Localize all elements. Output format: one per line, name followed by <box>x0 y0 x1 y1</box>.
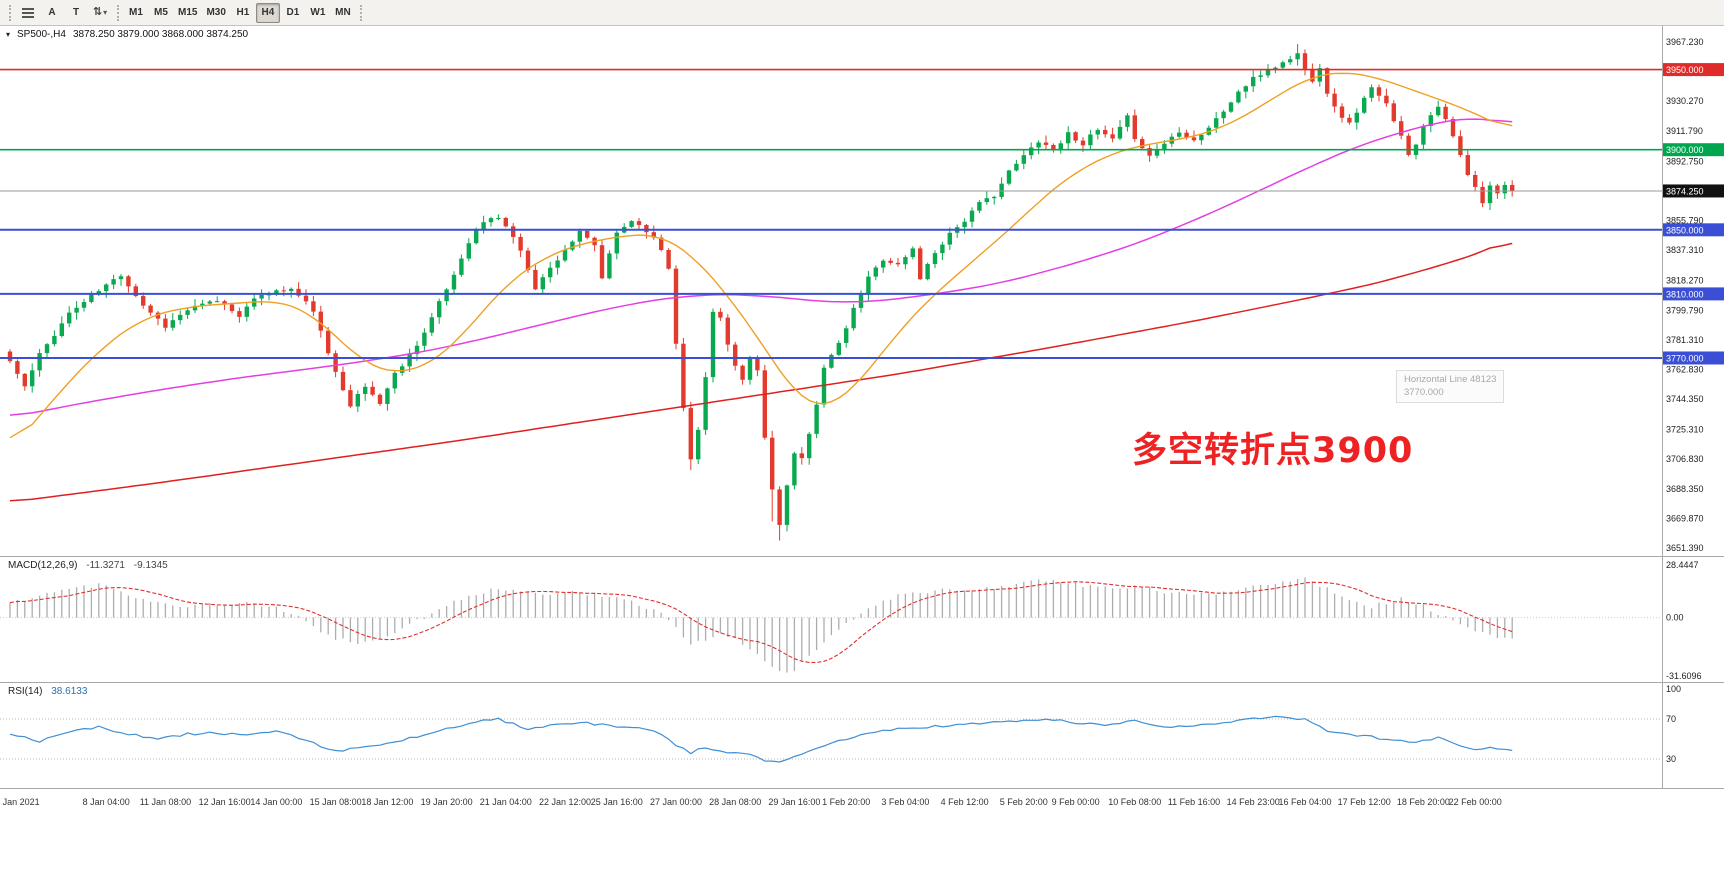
svg-text:18 Feb 20:00: 18 Feb 20:00 <box>1397 797 1450 807</box>
timeframe-button-h1[interactable]: H1 <box>236 7 250 18</box>
svg-text:3810.000: 3810.000 <box>1666 289 1704 299</box>
tooltip-line2: 3770.000 <box>1404 387 1444 399</box>
svg-text:6 Jan 2021: 6 Jan 2021 <box>0 797 40 807</box>
line-style-dropdown[interactable]: ⇅ ▾ <box>88 3 112 23</box>
text-label-button[interactable]: A <box>40 3 64 23</box>
rsi-indicator-header: RSI(14) 38.6133 <box>8 686 87 697</box>
svg-text:9 Feb 00:00: 9 Feb 00:00 <box>1052 797 1100 807</box>
svg-text:11 Feb 16:00: 11 Feb 16:00 <box>1168 797 1220 807</box>
svg-text:17 Feb 12:00: 17 Feb 12:00 <box>1338 797 1391 807</box>
annotation-text[interactable]: 多空转折点3900 <box>1132 431 1414 471</box>
macd-signal-value: -9.1345 <box>133 560 168 571</box>
svg-text:15 Jan 08:00: 15 Jan 08:00 <box>310 797 362 807</box>
text-tool-button[interactable]: T <box>64 3 88 23</box>
svg-text:-31.6096: -31.6096 <box>1666 671 1702 681</box>
svg-text:3855.790: 3855.790 <box>1666 216 1704 226</box>
timeframe-button-h4[interactable]: H4 <box>255 2 280 23</box>
macd-label: MACD(12,26,9) <box>8 560 78 571</box>
symbol-collapse-icon[interactable]: ▾ <box>6 30 11 39</box>
svg-text:10 Feb 08:00: 10 Feb 08:00 <box>1108 797 1161 807</box>
svg-text:12 Jan 16:00: 12 Jan 16:00 <box>199 797 251 807</box>
svg-text:21 Jan 04:00: 21 Jan 04:00 <box>480 797 532 807</box>
svg-text:3911.790: 3911.790 <box>1666 126 1703 136</box>
timeframe-button-m5[interactable]: M5 <box>154 7 168 18</box>
chart-region[interactable]: 3950.000 3900.000 3850.000 3810.000 3770.000… <box>0 26 1724 894</box>
arrows-icon: ⇅ <box>92 6 103 18</box>
svg-text:70: 70 <box>1666 714 1676 724</box>
svg-text:3706.830: 3706.830 <box>1666 454 1704 464</box>
svg-text:3762.830: 3762.830 <box>1666 364 1704 374</box>
letter-t-icon: T <box>72 7 80 18</box>
toolbar-grip[interactable] <box>359 4 362 21</box>
svg-text:14 Feb 23:00: 14 Feb 23:00 <box>1227 797 1280 807</box>
svg-text:3725.310: 3725.310 <box>1666 425 1704 435</box>
svg-text:11 Jan 08:00: 11 Jan 08:00 <box>140 797 191 807</box>
svg-text:29 Jan 16:00: 29 Jan 16:00 <box>768 797 820 807</box>
svg-text:3744.350: 3744.350 <box>1666 394 1704 404</box>
svg-text:3930.270: 3930.270 <box>1666 96 1704 106</box>
svg-text:28.4447: 28.4447 <box>1666 560 1699 570</box>
svg-text:3874.250: 3874.250 <box>1666 186 1704 196</box>
svg-text:25 Jan 16:00: 25 Jan 16:00 <box>591 797 643 807</box>
svg-text:22 Jan 12:00: 22 Jan 12:00 <box>539 797 591 807</box>
svg-text:16 Feb 04:00: 16 Feb 04:00 <box>1278 797 1331 807</box>
macd-value: -11.3271 <box>86 560 125 571</box>
svg-text:1 Feb 20:00: 1 Feb 20:00 <box>822 797 870 807</box>
list-icon <box>22 7 34 18</box>
top-toolbar: A T ⇅ ▾ M1 M5 M15 M30 H1 H4 D1 W1 MN <box>0 0 1724 26</box>
svg-text:5 Feb 20:00: 5 Feb 20:00 <box>1000 797 1048 807</box>
chart-canvas[interactable]: 3950.000 3900.000 3850.000 3810.000 3770.000… <box>0 26 1724 894</box>
svg-text:3669.870: 3669.870 <box>1666 513 1704 523</box>
svg-text:28 Jan 08:00: 28 Jan 08:00 <box>709 797 761 807</box>
svg-text:30: 30 <box>1666 754 1676 764</box>
hline-object-tooltip: Horizontal Line 48123 3770.000 <box>1396 370 1505 403</box>
svg-text:3892.750: 3892.750 <box>1666 156 1704 166</box>
timeframe-button-mn[interactable]: MN <box>335 7 351 18</box>
toolbar-grip[interactable] <box>117 4 119 21</box>
timeframe-button-m1[interactable]: M1 <box>129 7 143 18</box>
svg-text:8 Jan 04:00: 8 Jan 04:00 <box>83 797 130 807</box>
svg-text:0.00: 0.00 <box>1666 613 1684 623</box>
svg-text:100: 100 <box>1666 684 1681 694</box>
svg-text:3818.270: 3818.270 <box>1666 276 1704 286</box>
rsi-label: RSI(14) <box>8 686 43 697</box>
svg-text:3850.000: 3850.000 <box>1666 225 1704 235</box>
svg-text:3950.000: 3950.000 <box>1666 65 1704 75</box>
svg-text:3651.390: 3651.390 <box>1666 543 1704 553</box>
svg-text:19 Jan 20:00: 19 Jan 20:00 <box>421 797 473 807</box>
timeframe-button-m30[interactable]: M30 <box>206 7 226 18</box>
macd-indicator-header: MACD(12,26,9) -11.3271 -9.1345 <box>8 560 168 571</box>
rsi-value: 38.6133 <box>51 686 88 697</box>
svg-text:3688.350: 3688.350 <box>1666 484 1704 494</box>
timeframe-toolbar: M1 M5 M15 M30 H1 H4 D1 W1 MN <box>124 2 355 23</box>
svg-text:3770.000: 3770.000 <box>1666 353 1704 363</box>
tooltip-line1: Horizontal Line 48123 <box>1404 374 1497 385</box>
toolbar-grip[interactable] <box>9 4 11 21</box>
svg-text:22 Feb 00:00: 22 Feb 00:00 <box>1449 797 1502 807</box>
quotes-list-button[interactable] <box>16 3 40 23</box>
timeframe-button-w1[interactable]: W1 <box>310 7 326 18</box>
svg-text:3837.310: 3837.310 <box>1666 245 1704 255</box>
svg-text:18 Jan 12:00: 18 Jan 12:00 <box>361 797 413 807</box>
svg-text:3900.000: 3900.000 <box>1666 145 1704 155</box>
chart-symbol-title: ▾ SP500-,H4 3878.250 3879.000 3868.000 3… <box>6 29 248 40</box>
svg-text:3781.310: 3781.310 <box>1666 335 1704 345</box>
svg-text:3967.230: 3967.230 <box>1666 37 1704 47</box>
svg-text:14 Jan 00:00: 14 Jan 00:00 <box>250 797 302 807</box>
ohlc-values: 3878.250 3879.000 3868.000 3874.250 <box>72 29 249 40</box>
timeframe-button-m15[interactable]: M15 <box>178 7 198 18</box>
chevron-down-icon: ▾ <box>103 8 108 17</box>
svg-text:3799.790: 3799.790 <box>1666 305 1704 315</box>
symbol-name: SP500-,H4 <box>17 29 66 40</box>
letter-a-icon: A <box>48 7 56 18</box>
svg-text:27 Jan 00:00: 27 Jan 00:00 <box>650 797 702 807</box>
svg-text:3 Feb 04:00: 3 Feb 04:00 <box>881 797 929 807</box>
svg-text:4 Feb 12:00: 4 Feb 12:00 <box>941 797 989 807</box>
timeframe-button-d1[interactable]: D1 <box>286 7 300 18</box>
